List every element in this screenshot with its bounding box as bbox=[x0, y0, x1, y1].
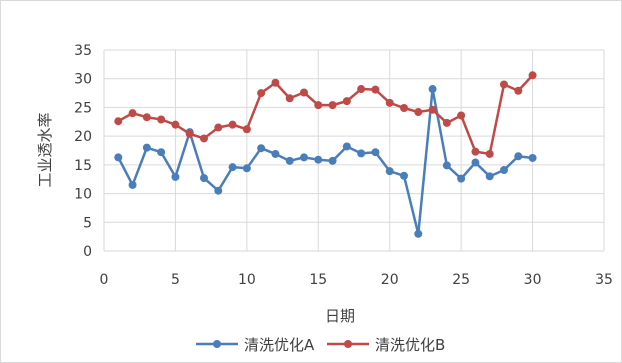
legend-label-a: 清洗优化A bbox=[244, 336, 315, 354]
x-axis-title: 日期 bbox=[325, 307, 355, 325]
series-a-point bbox=[385, 167, 394, 176]
series-b-point bbox=[128, 109, 137, 118]
series-a-point bbox=[114, 153, 123, 162]
series-a-point bbox=[528, 153, 537, 162]
series-a-point bbox=[157, 148, 166, 157]
series-b-point bbox=[228, 120, 237, 129]
series-b-point bbox=[185, 129, 194, 138]
legend-marker-a bbox=[213, 340, 221, 348]
series-b-point bbox=[500, 80, 508, 89]
y-tick-labels: 0 5 10 15 20 25 30 35 bbox=[74, 43, 92, 260]
series-a-point bbox=[485, 172, 494, 181]
series-b-point bbox=[385, 98, 394, 107]
series-a-point bbox=[400, 171, 408, 180]
series-b-point bbox=[314, 101, 323, 110]
series-b-point bbox=[114, 117, 123, 126]
series-b-point bbox=[342, 97, 351, 106]
series-b-point bbox=[457, 111, 466, 120]
y-tick-label: 0 bbox=[83, 244, 92, 260]
series-b-point bbox=[142, 113, 151, 122]
series-a-point bbox=[242, 164, 251, 173]
series-b-point bbox=[428, 105, 437, 114]
x-tick-label: 35 bbox=[595, 272, 613, 288]
series-a-point bbox=[171, 172, 180, 181]
x-tick-label: 20 bbox=[381, 272, 399, 288]
series-a-point bbox=[471, 158, 480, 167]
series-a-point bbox=[371, 148, 380, 157]
series-a-point bbox=[257, 144, 266, 153]
series-a-point bbox=[271, 149, 280, 158]
legend-item-a: 清洗优化A bbox=[196, 336, 315, 354]
series-b-point bbox=[257, 89, 266, 98]
series-b bbox=[114, 71, 537, 158]
series-a-point bbox=[428, 85, 437, 94]
x-tick-labels: 0 5 10 15 20 25 30 35 bbox=[100, 272, 613, 288]
series-b-point bbox=[171, 120, 180, 129]
series-b-point bbox=[357, 85, 366, 94]
x-tick-label: 10 bbox=[238, 272, 256, 288]
series-b-point bbox=[442, 118, 451, 127]
series-a-point bbox=[314, 155, 323, 164]
series-a-point bbox=[414, 229, 423, 238]
series-a-point bbox=[328, 156, 337, 165]
series-b-point bbox=[514, 86, 523, 95]
series-b-point bbox=[414, 108, 423, 117]
series-a-point bbox=[500, 166, 508, 175]
y-tick-label: 5 bbox=[83, 215, 92, 231]
x-tick-label: 5 bbox=[171, 272, 180, 288]
y-tick-label: 20 bbox=[74, 129, 92, 145]
series-a-point bbox=[457, 174, 466, 183]
series-b-point bbox=[485, 149, 494, 158]
series-a-point bbox=[300, 153, 308, 162]
series-layer bbox=[114, 71, 537, 238]
series-b-point bbox=[285, 94, 294, 103]
x-tick-label: 15 bbox=[309, 272, 327, 288]
series-b-point bbox=[400, 104, 408, 113]
series-b-point bbox=[328, 101, 337, 110]
y-tick-label: 25 bbox=[74, 100, 92, 116]
series-b-point bbox=[300, 88, 308, 97]
series-b-point bbox=[371, 85, 380, 94]
y-tick-label: 30 bbox=[74, 72, 92, 88]
y-axis-title: 工业透水率 bbox=[36, 112, 54, 187]
series-b-point bbox=[242, 125, 251, 134]
y-tick-label: 15 bbox=[74, 158, 92, 174]
legend-item-b: 清洗优化B bbox=[327, 336, 445, 354]
series-b-point bbox=[471, 147, 480, 156]
series-b-point bbox=[200, 134, 208, 143]
series-a-point bbox=[342, 142, 351, 151]
series-b-point bbox=[528, 71, 537, 80]
series-a-point bbox=[200, 174, 208, 183]
series-a-point bbox=[228, 163, 237, 172]
series-b-point bbox=[157, 115, 166, 124]
series-a-point bbox=[357, 149, 366, 158]
y-tick-label: 10 bbox=[74, 187, 92, 203]
legend: 清洗优化A 清洗优化B bbox=[196, 336, 445, 354]
x-tick-label: 25 bbox=[452, 272, 470, 288]
legend-marker-b bbox=[344, 340, 352, 348]
y-tick-label: 35 bbox=[74, 43, 92, 59]
series-a-point bbox=[285, 156, 294, 165]
series-b-point bbox=[271, 78, 280, 87]
gridlines bbox=[103, 49, 605, 252]
series-a-point bbox=[128, 180, 137, 189]
series-b-point bbox=[214, 123, 223, 132]
x-tick-label: 30 bbox=[524, 272, 542, 288]
series-a-point bbox=[514, 152, 523, 161]
series-a-point bbox=[214, 186, 223, 195]
series-a-point bbox=[142, 143, 151, 152]
series-a-point bbox=[442, 161, 451, 170]
x-tick-label: 0 bbox=[100, 272, 109, 288]
legend-label-b: 清洗优化B bbox=[375, 336, 445, 354]
